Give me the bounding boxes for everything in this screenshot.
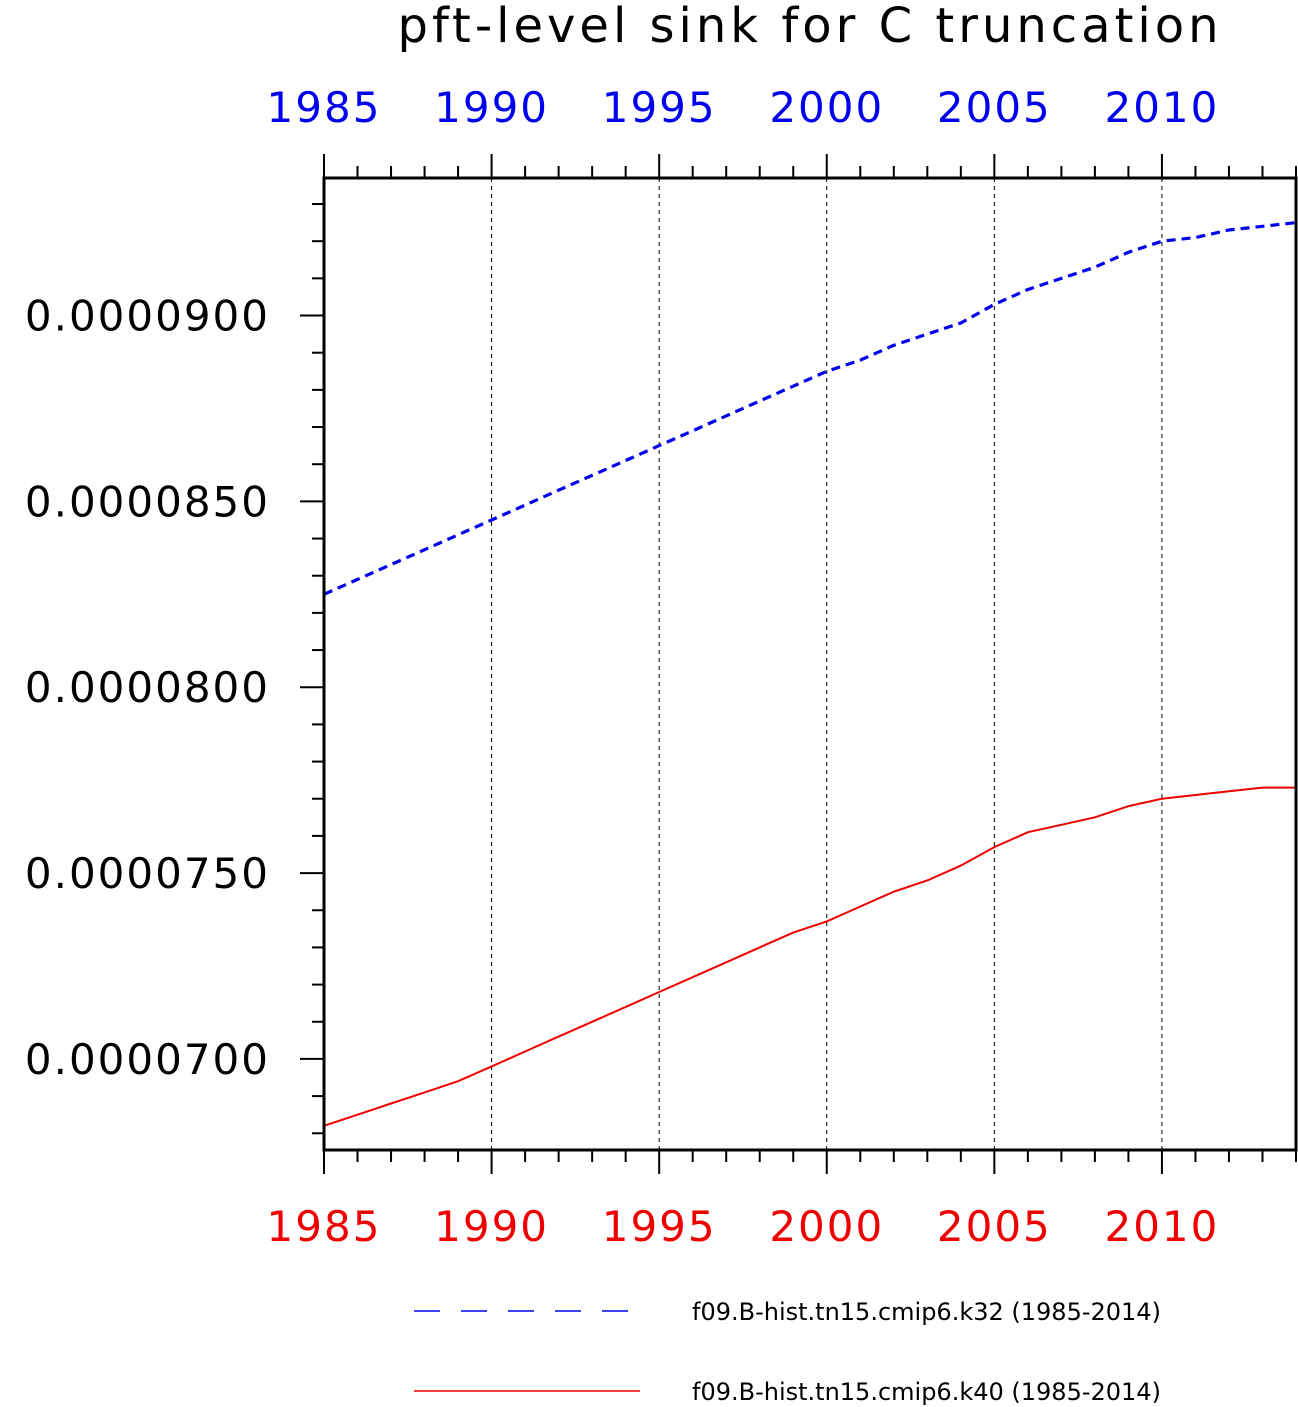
tick-labels: 0.0000700 0.0000750 0.0000800 0.0000850 0.00… — [25, 83, 1219, 1251]
plot-frame — [322, 176, 1298, 1152]
x-tick-label-top: 2000 — [769, 83, 884, 132]
y-tick-label: 0.0000700 — [25, 1035, 270, 1084]
x-tick-label-bottom: 1985 — [267, 1202, 382, 1251]
x-tick-label-bottom: 1995 — [602, 1202, 717, 1251]
x-tick-label-top: 1985 — [267, 83, 382, 132]
series-line-2 — [323, 786, 1296, 1127]
series-lines — [323, 221, 1297, 1127]
legend-label-2: f09.B-hist.tn15.cmip6.k40 (1985-2014) — [692, 1378, 1161, 1406]
legend-label-1: f09.B-hist.tn15.cmip6.k32 (1985-2014) — [692, 1298, 1161, 1326]
y-tick-label: 0.0000900 — [25, 292, 270, 341]
x-tick-label-bottom: 2000 — [769, 1202, 884, 1251]
x-tick-label-bottom: 2005 — [937, 1202, 1052, 1251]
y-tick-label: 0.0000750 — [25, 849, 270, 898]
x-tick-label-bottom: 1990 — [434, 1202, 549, 1251]
x-tick-label-bottom: 2010 — [1104, 1202, 1219, 1251]
chart-title: pft-level sink for C truncation — [397, 0, 1222, 54]
series-line-1 — [323, 221, 1297, 596]
x-tick-label-top: 2005 — [937, 83, 1052, 132]
y-tick-label: 0.0000800 — [25, 663, 270, 712]
x-tick-label-top: 2010 — [1104, 83, 1219, 132]
x-tick-label-top: 1990 — [434, 83, 549, 132]
axis-ticks — [300, 154, 1297, 1174]
y-tick-label: 0.0000850 — [25, 477, 270, 526]
grid-lines — [491, 178, 1163, 1150]
x-tick-label-top: 1995 — [602, 83, 717, 132]
legend: f09.B-hist.tn15.cmip6.k32 (1985-2014) f09… — [414, 1298, 1161, 1406]
